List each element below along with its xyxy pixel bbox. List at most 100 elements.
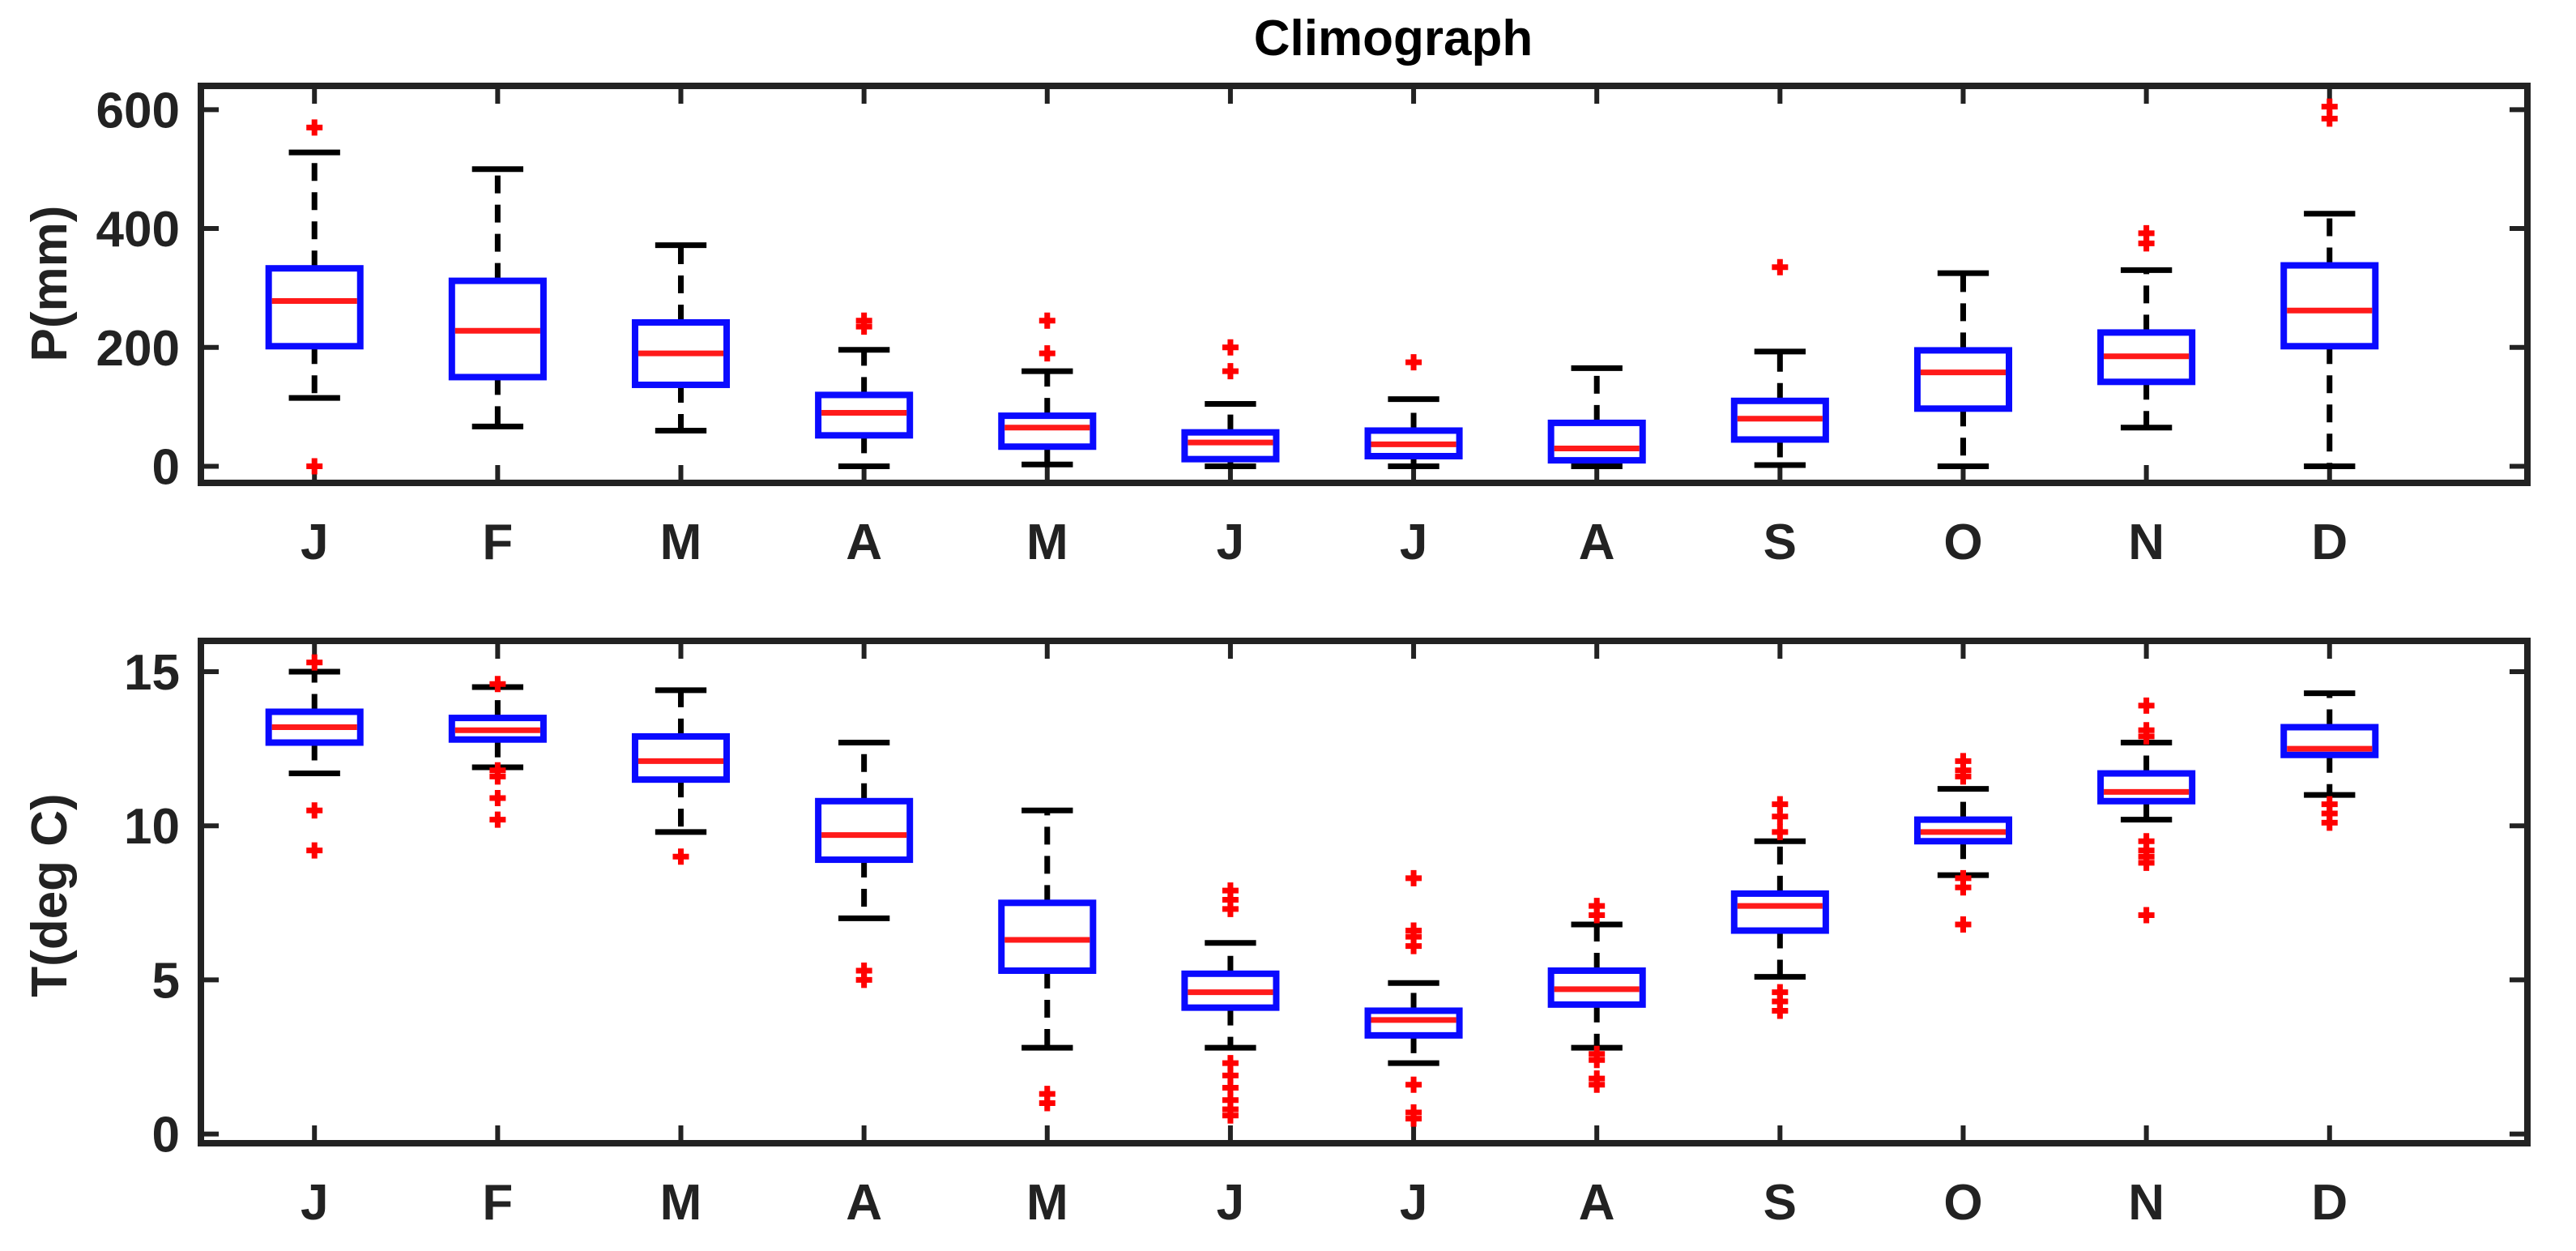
temperature-x-tick-label: J — [1217, 1175, 1244, 1231]
precipitation-box-9 — [1730, 258, 1829, 468]
precipitation-x-tick-label: D — [2311, 514, 2348, 570]
precipitation-outlier-marker — [2138, 224, 2155, 241]
temperature-panel: T(deg C) 0 5 10 15 J F M A M J J A S O N D — [22, 638, 2531, 1231]
precipitation-outlier-marker — [1222, 363, 1239, 380]
precipitation-panel: P(mm) 0 200 400 600 J F M A M J J A S O N D — [22, 83, 2531, 570]
temperature-outlier-marker — [855, 971, 872, 988]
precipitation-outlier-marker — [306, 119, 323, 136]
precipitation-box-7 — [1364, 354, 1463, 469]
temperature-outlier-marker — [1039, 1095, 1056, 1112]
precipitation-x-tick-label: N — [2128, 514, 2164, 570]
precipitation-outlier-marker — [855, 312, 872, 329]
temperature-x-tick-label: S — [1764, 1175, 1797, 1231]
temperature-x-tick-label: N — [2128, 1175, 2164, 1231]
temperature-outlier-marker — [1405, 937, 1422, 954]
temperature-outlier-marker — [2138, 907, 2155, 924]
precipitation-x-tick-label: A — [1579, 514, 1615, 570]
precipitation-iqr-box — [1181, 429, 1280, 463]
temperature-outlier-marker — [306, 802, 323, 819]
precipitation-box-8 — [1547, 365, 1646, 469]
temperature-x-tick-label: J — [301, 1175, 328, 1231]
precipitation-y-tick-label: 600 — [96, 83, 180, 139]
precipitation-x-tick-label: J — [301, 514, 328, 570]
temperature-x-tick-label: J — [1400, 1175, 1427, 1231]
temperature-box-11 — [2097, 697, 2196, 924]
temperature-y-tick-label: 0 — [152, 1108, 180, 1163]
precipitation-box-5 — [998, 312, 1097, 468]
precipitation-box-4 — [815, 312, 914, 469]
precipitation-box-6 — [1181, 339, 1280, 469]
temperature-outlier-marker — [489, 811, 506, 828]
precipitation-box-3 — [631, 242, 731, 433]
precipitation-x-tick-label: M — [1026, 514, 1068, 570]
precipitation-outlier-marker — [1405, 354, 1422, 371]
precipitation-y-axis-label: P(mm) — [22, 206, 78, 362]
precipitation-iqr-box — [998, 412, 1097, 450]
temperature-outlier-marker — [672, 848, 689, 865]
precipitation-iqr-box — [1547, 419, 1646, 464]
temperature-box-4 — [815, 740, 914, 988]
temperature-outlier-marker — [1772, 823, 1789, 840]
temperature-box-8 — [1547, 898, 1646, 1093]
temperature-iqr-box — [998, 899, 1097, 974]
temperature-outlier-marker — [1405, 1076, 1422, 1093]
precipitation-y-tick-label: 200 — [96, 321, 180, 377]
temperature-x-tick-label: O — [1943, 1175, 1982, 1231]
temperature-outlier-marker — [1405, 869, 1422, 886]
temperature-outlier-marker — [1955, 916, 1972, 933]
precipitation-iqr-box — [2280, 262, 2379, 350]
precipitation-outlier-marker — [2321, 98, 2338, 115]
precipitation-x-tick-label: J — [1217, 514, 1244, 570]
temperature-outlier-marker — [489, 676, 506, 693]
precipitation-x-tick-label: O — [1943, 514, 1982, 570]
temperature-outlier-marker — [1589, 1052, 1606, 1069]
temperature-box-9 — [1730, 796, 1829, 1019]
temperature-outlier-marker — [1955, 768, 1972, 785]
temperature-outlier-marker — [1589, 1076, 1606, 1093]
precipitation-outlier-marker — [306, 458, 323, 475]
temperature-x-tick-label: A — [846, 1175, 882, 1231]
temperature-box-12 — [2280, 690, 2379, 831]
temperature-x-tick-label: A — [1579, 1175, 1615, 1231]
temperature-outlier-marker — [489, 789, 506, 806]
precipitation-x-tick-label: M — [660, 514, 702, 570]
temperature-y-tick-label: 15 — [124, 645, 180, 701]
temperature-box-1 — [265, 654, 364, 859]
precipitation-plot-area — [198, 83, 2531, 486]
temperature-iqr-box — [631, 732, 731, 783]
temperature-outlier-marker — [2138, 697, 2155, 714]
temperature-box-3 — [631, 687, 731, 865]
temperature-outlier-marker — [1222, 1107, 1239, 1124]
precipitation-outlier-marker — [1039, 345, 1056, 362]
temperature-x-tick-label: F — [482, 1175, 513, 1231]
precipitation-box-12 — [2280, 98, 2379, 469]
precipitation-box-10 — [1913, 270, 2013, 469]
temperature-outlier-marker — [1772, 1002, 1789, 1019]
precipitation-x-tick-label: A — [846, 514, 882, 570]
temperature-outlier-marker — [1772, 808, 1789, 825]
precipitation-x-tick-label: F — [482, 514, 513, 570]
temperature-iqr-box — [815, 797, 914, 864]
temperature-outlier-marker — [1222, 900, 1239, 917]
precipitation-x-tick-label: S — [1764, 514, 1797, 570]
temperature-iqr-box — [2097, 770, 2196, 805]
temperature-x-tick-label: D — [2311, 1175, 2348, 1231]
temperature-outlier-marker — [489, 768, 506, 785]
temperature-outlier-marker — [2138, 854, 2155, 871]
temperature-outlier-marker — [306, 654, 323, 671]
precipitation-box-11 — [2097, 224, 2196, 431]
temperature-box-10 — [1913, 753, 2013, 933]
temperature-x-tick-label: M — [660, 1175, 702, 1231]
temperature-outlier-marker — [2321, 814, 2338, 831]
temperature-box-5 — [998, 807, 1097, 1112]
temperature-outlier-marker — [1589, 907, 1606, 924]
precipitation-y-tick-label: 0 — [152, 439, 180, 495]
precipitation-outlier-marker — [1222, 339, 1239, 356]
temperature-box-7 — [1364, 869, 1463, 1127]
precipitation-iqr-box — [1364, 427, 1463, 459]
temperature-outlier-marker — [1955, 879, 1972, 896]
precipitation-iqr-box — [265, 265, 364, 350]
temperature-y-axis-label: T(deg C) — [22, 793, 78, 997]
temperature-plot-area — [198, 638, 2531, 1146]
temperature-x-tick-label: M — [1026, 1175, 1068, 1231]
